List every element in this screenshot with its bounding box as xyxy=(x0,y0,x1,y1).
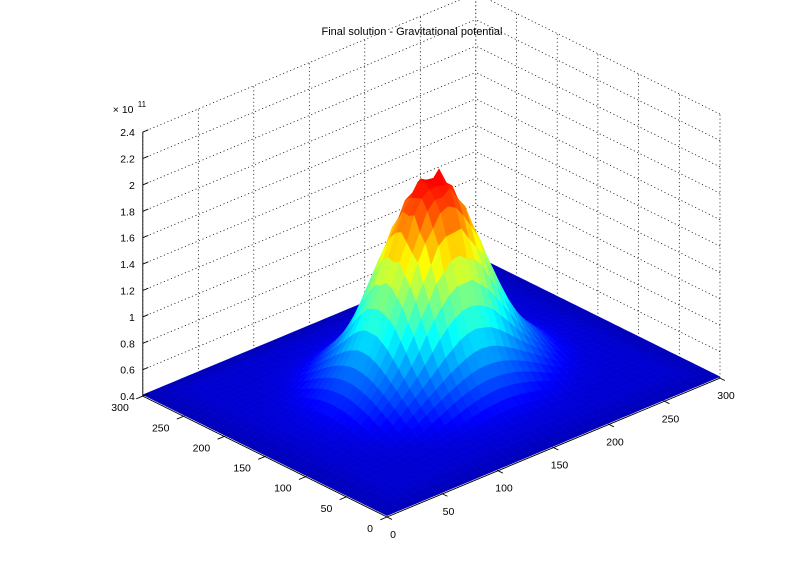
tick-labels: 0501001502002503000501001502002503000.40… xyxy=(111,100,735,541)
wall-gridline xyxy=(142,0,461,133)
z-tick-label: 1.8 xyxy=(120,206,135,218)
x-tick xyxy=(386,516,393,520)
y-tick-label: 50 xyxy=(321,503,333,515)
x-tick xyxy=(608,423,615,428)
z-tick-label: 0.4 xyxy=(120,391,135,403)
z-tick xyxy=(142,393,149,397)
y-tick-label: 250 xyxy=(152,422,170,434)
surface-cell xyxy=(380,509,396,516)
x-tick xyxy=(442,493,448,497)
z-exponent-power: 11 xyxy=(138,100,147,109)
z-tick xyxy=(142,155,149,159)
wall-gridline xyxy=(142,98,476,239)
z-tick-label: 0.8 xyxy=(120,338,135,350)
y-tick xyxy=(135,395,143,400)
chart-title: Final solution - Gravitational potential xyxy=(322,26,503,38)
axes xyxy=(135,129,726,521)
x-tick xyxy=(497,470,504,474)
wall-gridline xyxy=(142,19,476,159)
z-tick-label: 2 xyxy=(129,180,135,192)
y-tick-label: 300 xyxy=(111,402,129,414)
z-tick xyxy=(142,366,149,371)
z-tick xyxy=(142,340,149,344)
x-tick-label: 0 xyxy=(390,529,396,541)
x-tick-label: 250 xyxy=(662,413,680,425)
y-tick xyxy=(339,496,347,501)
x-tick-label: 300 xyxy=(717,390,735,402)
wall-gridline xyxy=(475,45,721,168)
wall-gridline xyxy=(475,19,721,141)
z-tick xyxy=(142,182,149,186)
y-tick xyxy=(176,415,184,420)
z-tick xyxy=(142,234,149,239)
wall-gridline xyxy=(475,124,721,247)
x-tick xyxy=(719,377,726,381)
y-tick xyxy=(258,456,266,460)
x-tick-label: 150 xyxy=(551,460,569,472)
wall-gridline xyxy=(475,72,721,194)
y-tick-label: 150 xyxy=(233,463,251,475)
x-tick-label: 50 xyxy=(443,506,455,518)
z-tick-label: 0.6 xyxy=(120,365,135,377)
wall-gridline xyxy=(142,124,476,265)
surface-mesh xyxy=(142,168,721,516)
z-tick xyxy=(142,261,149,265)
y-tick xyxy=(217,435,225,440)
z-tick xyxy=(142,287,149,291)
z-tick-label: 2.2 xyxy=(120,154,135,166)
z-tick xyxy=(142,314,149,318)
y-tick-label: 200 xyxy=(193,442,211,454)
y-tick xyxy=(380,516,388,521)
y-tick-label: 100 xyxy=(274,483,292,495)
y-tick-label: 0 xyxy=(367,523,373,535)
wall-gridline xyxy=(475,98,721,221)
z-tick-label: 1.6 xyxy=(120,233,135,245)
z-tick-label: 2.4 xyxy=(120,127,135,139)
z-tick xyxy=(142,208,149,212)
wall-gridline xyxy=(142,151,476,291)
z-tick-label: 1 xyxy=(129,312,135,324)
z-tick xyxy=(142,129,149,133)
z-tick-label: 1.2 xyxy=(120,286,135,298)
y-tick xyxy=(298,476,306,480)
z-exponent-label: × 10 xyxy=(113,104,134,116)
x-tick xyxy=(664,400,670,405)
x-tick xyxy=(553,447,559,451)
x-tick-label: 100 xyxy=(495,483,513,495)
wall-gridline xyxy=(475,151,721,273)
wall-gridline xyxy=(142,72,476,212)
z-tick-label: 1.4 xyxy=(120,259,135,271)
x-tick-label: 200 xyxy=(606,436,624,448)
wall-gridline xyxy=(142,45,476,186)
